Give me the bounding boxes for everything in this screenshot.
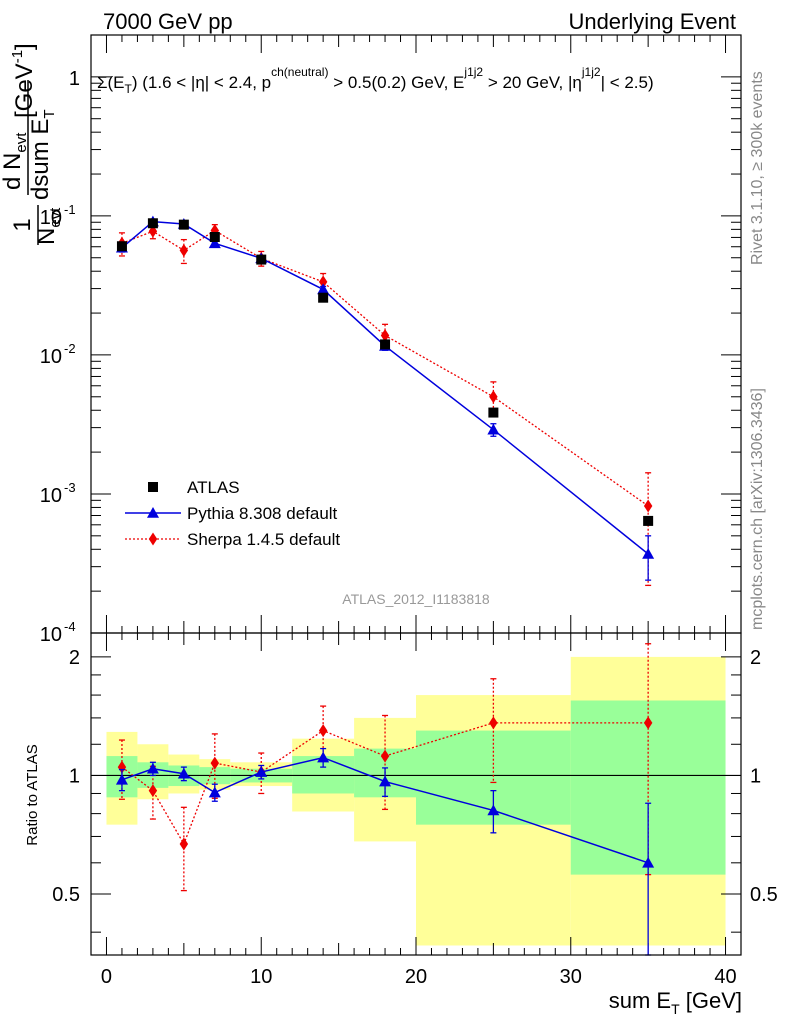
- ytick-exponent: -4: [64, 619, 76, 634]
- ratio-pythia-point: [317, 751, 330, 763]
- xtick-label: 30: [560, 966, 582, 988]
- ytick-exponent: -2: [64, 341, 76, 356]
- legend-pythia-marker: [147, 507, 159, 518]
- ytick-label: 10: [40, 485, 62, 507]
- ratio-sherpa-point: [318, 724, 328, 738]
- ratio-ylabel: Ratio to ATLAS: [24, 744, 41, 845]
- legend-sherpa-marker: [148, 532, 158, 546]
- legend-label: ATLAS: [187, 478, 240, 497]
- ratio-ytick-label-right: 1: [750, 765, 761, 787]
- atlas-point: [380, 339, 391, 350]
- ratio-pythia-point: [642, 856, 655, 868]
- ratio-ytick-label-right: 0.5: [750, 884, 778, 906]
- ytick-label: 1: [69, 68, 80, 90]
- main-ylabel: 1 Nevt d Nevt dsum ET [GeV-1]: [0, 43, 64, 245]
- ratio-pythia-point: [255, 766, 268, 777]
- header-left: 7000 GeV pp: [103, 9, 233, 34]
- ratio-pythia-point: [115, 773, 128, 785]
- ratio-ytick-label: 0.5: [52, 884, 80, 906]
- ylabel-dsum: dsum ET: [27, 109, 58, 200]
- ratio-pythia-point: [208, 786, 221, 798]
- atlas-point: [643, 515, 654, 526]
- sherpa-line: [121, 229, 649, 507]
- pythia-point: [317, 283, 330, 295]
- atlas-point: [488, 407, 499, 418]
- ytick-label: 10: [40, 624, 62, 646]
- ratio-panel-frame: [90, 632, 742, 956]
- ratio-sherpa-point: [380, 749, 390, 763]
- ytick-exponent: -3: [64, 480, 76, 495]
- chart-title: Σ(ET) (1.6 < |η| < 2.4, pch(neutral) > 0…: [97, 65, 654, 96]
- ratio-pythia-point: [487, 804, 500, 816]
- ytick-exponent: -1: [64, 202, 76, 217]
- sherpa-point: [489, 390, 498, 404]
- xtick-label: 10: [250, 966, 272, 988]
- pythia-point: [208, 237, 221, 249]
- atlas-point: [256, 254, 267, 265]
- ylabel-dn: d Nevt: [0, 132, 30, 190]
- ytick-label: 10: [40, 207, 62, 229]
- atlas-point: [209, 231, 220, 242]
- mcplots-label: mcplots.cern.ch [arXiv:1306.3436]: [749, 388, 766, 630]
- ratio-pythia-point: [379, 775, 392, 787]
- main-panel-marks: [115, 215, 655, 587]
- ratio-sherpa-point: [643, 716, 653, 730]
- legend-label: Pythia 8.308 default: [187, 504, 338, 523]
- sherpa-point: [179, 243, 189, 257]
- ratio-sherpa-point: [489, 716, 498, 730]
- legend-label: Sherpa 1.4.5 default: [187, 530, 340, 549]
- sherpa-point: [380, 328, 390, 342]
- ratio-ytick-label-right: 2: [750, 647, 761, 669]
- ratio-ytick-label: 2: [69, 647, 80, 669]
- ylabel-unit: [GeV-1]: [9, 43, 38, 118]
- ratio-pythia-point: [146, 762, 159, 774]
- atlas-point: [116, 241, 127, 252]
- pythia-point: [487, 423, 500, 435]
- atlas-point: [318, 292, 329, 303]
- header-right: Underlying Event: [568, 9, 736, 34]
- ratio-sherpa-point: [117, 760, 127, 774]
- xtick-label: 20: [405, 966, 427, 988]
- ytick-label: 10: [40, 346, 62, 368]
- analysis-watermark: ATLAS_2012_I1183818: [342, 591, 490, 607]
- legend-atlas-marker: [148, 482, 158, 492]
- ylabel-one: 1: [9, 218, 36, 231]
- ratio-pythia-point: [177, 767, 190, 779]
- rivet-label: Rivet 3.1.10, ≥ 300k events: [749, 71, 766, 265]
- ratio-sherpa-point: [148, 784, 158, 798]
- atlas-point: [178, 219, 189, 230]
- ratio-panel-marks: [115, 643, 655, 956]
- legend: ATLAS Pythia 8.308 default Sherpa 1.4.5 de…: [125, 478, 340, 549]
- sherpa-point: [643, 499, 653, 513]
- atlas-point: [147, 218, 158, 229]
- ratio-sherpa-point: [210, 756, 220, 770]
- pythia-point: [642, 547, 655, 559]
- ratio-ytick-label: 1: [69, 765, 80, 787]
- ratio-uncertainty-bands: [91, 656, 741, 946]
- ylabel-n: Nevt: [33, 207, 64, 245]
- xtick-label: 0: [101, 966, 112, 988]
- xlabel: sum ET [GeV]: [609, 988, 742, 1017]
- xtick-label: 40: [714, 966, 736, 988]
- ratio-sherpa-point: [179, 837, 189, 851]
- sherpa-point: [318, 275, 328, 289]
